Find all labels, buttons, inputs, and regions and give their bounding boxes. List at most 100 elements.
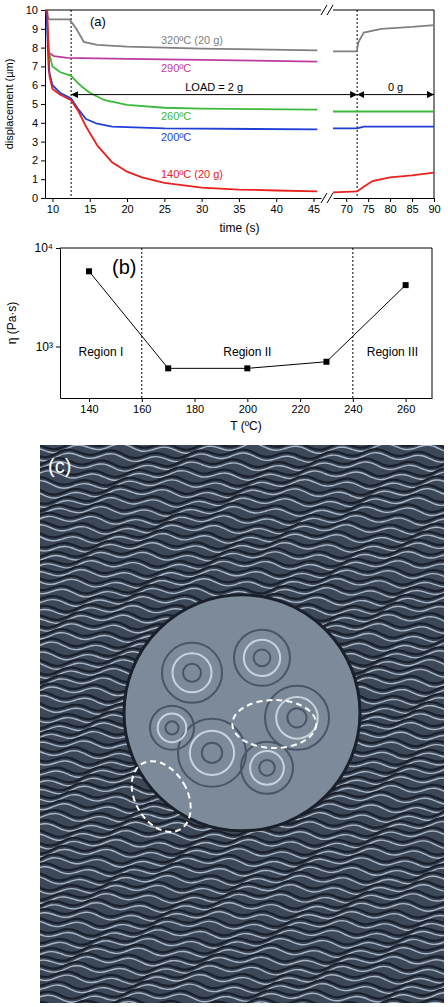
texture-dark: [40, 881, 444, 891]
tick-mark: [41, 66, 45, 67]
data-point: [86, 268, 92, 274]
texture-ring: [250, 751, 284, 785]
tick-mark: [247, 398, 248, 402]
tick-label: 40: [271, 203, 283, 215]
tick: 140: [80, 398, 98, 415]
texture-ring: [173, 653, 212, 692]
tick-mark: [41, 48, 45, 49]
texture-ring: [190, 731, 234, 775]
figure: 1015202530354045707580859001234567891032…: [0, 0, 448, 1007]
panel-b: 14016018020022024026010³10⁴Region IRegio…: [5, 241, 433, 433]
panel-label: (a): [90, 14, 106, 29]
data-line: [47, 46, 317, 62]
texture-light: [40, 975, 444, 985]
series-label: 320ºC (20 g): [161, 34, 223, 46]
tick-mark: [41, 104, 45, 105]
axis-break: [327, 5, 333, 15]
region-label: Region I: [79, 345, 124, 359]
tick-label: 15: [84, 203, 96, 215]
tick: 10: [26, 4, 45, 16]
tick: 15: [84, 198, 96, 215]
texture-light: [40, 921, 444, 931]
tick: 8: [32, 42, 45, 54]
tick-label: 70: [341, 203, 353, 215]
data-line: [47, 10, 434, 192]
tick-mark: [41, 179, 45, 180]
tick: 0: [32, 192, 45, 204]
axis: 10³ 10⁴: [34, 241, 60, 398]
tick: 7: [32, 60, 45, 72]
axis: 7075808590: [334, 198, 441, 215]
tick-mark: [52, 198, 53, 202]
tick-label: 10: [26, 4, 38, 16]
texture-ring: [150, 706, 194, 750]
texture-ring: [158, 714, 187, 743]
tick: 20: [121, 198, 133, 215]
tick-mark: [390, 198, 391, 202]
tick: 200: [239, 398, 257, 415]
tick-label: 5: [32, 98, 38, 110]
tick: 35: [233, 198, 245, 215]
tick: 220: [291, 398, 309, 415]
tick-label: 8: [32, 42, 38, 54]
frame-line: [333, 10, 434, 11]
tick: 10³: [36, 340, 60, 354]
frame-line: [432, 248, 433, 398]
tick-label: 2: [32, 154, 38, 166]
reference-line: [352, 248, 353, 398]
series-label: 290ºC: [161, 62, 191, 74]
tick-label: 10³: [36, 340, 53, 354]
tick-label: 3: [32, 136, 38, 148]
tick-label: 90: [428, 203, 440, 215]
texture-ring: [178, 719, 246, 787]
tick: 70: [341, 198, 353, 215]
tick-label: 7: [32, 60, 38, 72]
texture-dark: [40, 458, 444, 467]
tick: 75: [363, 198, 375, 215]
series-label: 260ºC: [161, 110, 191, 122]
tick-label: 240: [344, 403, 362, 415]
texture-dark: [40, 863, 444, 873]
plot-area: [46, 10, 434, 198]
tick-label: 25: [159, 203, 171, 215]
texture-light: [40, 516, 444, 526]
data-point: [403, 282, 409, 288]
tick-mark: [239, 198, 240, 202]
axis-line: [334, 198, 435, 199]
axis: 1015202530354045: [46, 198, 322, 215]
tick: 30: [196, 198, 208, 215]
tick: 40: [271, 198, 283, 215]
tick: 260: [397, 398, 415, 415]
tick: 90: [428, 198, 440, 215]
texture-ring: [234, 630, 290, 686]
tick-mark: [41, 160, 45, 161]
axis-line: [45, 11, 46, 199]
texture-light: [40, 525, 444, 535]
domain-region: [124, 595, 360, 831]
tick: 10⁴: [34, 241, 60, 255]
tick: 85: [406, 198, 418, 215]
series-label: 140ºC (20 g): [161, 168, 223, 180]
data-point: [244, 365, 250, 371]
texture-dark: [40, 512, 444, 522]
tick-label: 160: [133, 403, 151, 415]
tick-mark: [41, 10, 45, 11]
data-line: [46, 10, 434, 129]
texture-light: [40, 903, 444, 913]
tick-mark: [346, 198, 347, 202]
tick: 6: [32, 79, 45, 91]
region-label: Region II: [223, 345, 271, 359]
reference-line: [71, 10, 72, 198]
annotation-arrow: [357, 94, 434, 95]
texture-ring: [165, 721, 178, 734]
data-line: [89, 271, 406, 368]
texture-dark: [40, 917, 444, 927]
tick: 5: [32, 98, 45, 110]
data-line: [46, 10, 434, 51]
frame-line: [60, 248, 432, 249]
texture-ring: [265, 686, 329, 750]
panel-label: (b): [112, 256, 136, 278]
tick-label: 4: [32, 117, 38, 129]
data-line: [46, 10, 434, 112]
annotation-label: LOAD = 2 g: [185, 81, 243, 93]
